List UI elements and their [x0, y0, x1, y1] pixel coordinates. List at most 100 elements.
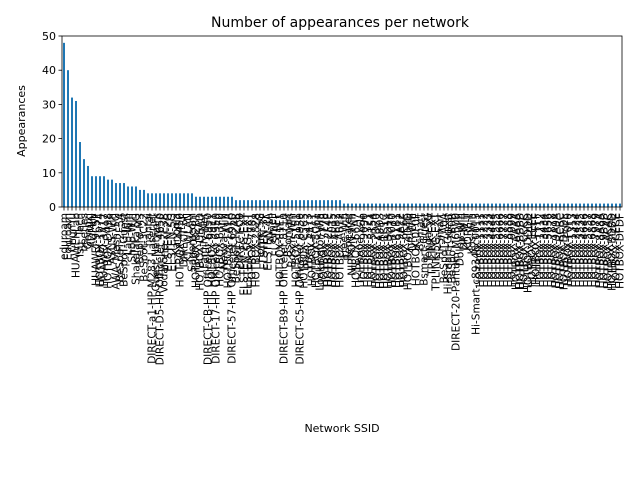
- x-tick-label: HOTBOX-3321: [363, 213, 375, 287]
- y-axis: 0 10 20 30 40 50: [42, 30, 62, 214]
- x-tick-label: HOTBOX-4EB2: [331, 213, 343, 288]
- bar: [379, 203, 381, 207]
- bar: [319, 200, 321, 207]
- x-tick-label: Lookingfor-Wifi: [315, 213, 327, 291]
- bar: [375, 203, 377, 207]
- bar: [115, 183, 117, 207]
- bar: [355, 203, 357, 207]
- bar: [199, 196, 201, 207]
- bar: [451, 203, 453, 207]
- x-tick-label: ELSTEN-5G-EXT: [243, 212, 255, 295]
- y-axis-label: Appearances: [15, 85, 28, 157]
- x-tick-label: BeSpoT-Guest: [119, 213, 131, 287]
- plot-frame: [61, 35, 623, 208]
- bar: [395, 203, 397, 207]
- bar: [503, 203, 505, 207]
- x-tick-label: ELSTEN-2G-EXT: [239, 212, 251, 295]
- bar: [207, 196, 209, 207]
- x-tick-label: HUAWEI-3A17: [99, 213, 111, 286]
- y-tick-label: 50: [42, 30, 56, 43]
- x-tick-label: HOTBOX-1212: [535, 213, 547, 287]
- x-tick-label: BeSpoT-2F5A: [115, 212, 127, 282]
- x-tick-label: HOTBOX-2222: [479, 213, 491, 287]
- x-tick-label: HOTBOX-9999: [507, 213, 519, 287]
- x-tick-label: HOTBOX-0F0F: [411, 213, 423, 286]
- x-tick-label: TPLINK-5G-EXT: [431, 212, 443, 291]
- x-tick-label: HOTBOX-7070: [387, 213, 399, 287]
- bar: [155, 193, 157, 207]
- bar: [283, 200, 285, 207]
- x-tick-label: Eduroam: [63, 213, 75, 260]
- bar: [611, 203, 613, 207]
- bar: [347, 203, 349, 207]
- x-tick-label: HOTBOX-3333: [483, 213, 495, 287]
- x-tick-label: Shop-Wifi: [127, 213, 139, 262]
- x-tick-label: eduroam: [59, 213, 71, 260]
- x-tick-label: HOTBOX-C5C5: [299, 213, 311, 289]
- x-tick-label: HOTBOX-9090: [359, 213, 371, 287]
- x-tick-label: DIRECT-5F: [179, 213, 191, 267]
- bar: [307, 200, 309, 207]
- bar: [167, 193, 169, 207]
- bar: [203, 196, 205, 207]
- bar: [535, 203, 537, 207]
- bar: [71, 97, 73, 207]
- x-tick-label: AWA_Mesh_5G: [111, 213, 123, 290]
- x-tick-label: HOTBOX-4D4D: [403, 213, 415, 290]
- x-tick-label: HOTBOX-5154: [367, 213, 379, 288]
- bar: [295, 200, 297, 207]
- bar: [95, 176, 97, 207]
- x-tick-label: Bosch-Wifi: [287, 213, 299, 268]
- bar: [531, 203, 533, 207]
- bar: [171, 193, 173, 207]
- bar: [247, 200, 249, 207]
- x-tick-label: BeSpoT-7A0A: [439, 212, 451, 283]
- bar: [107, 179, 109, 207]
- bar: [267, 200, 269, 207]
- bar: [335, 200, 337, 207]
- x-tick-label: HOTBOX-63F0: [215, 213, 227, 287]
- x-tick-label: DIRECT-CB-HP OfficeJet 6950: [203, 213, 215, 365]
- bar: [111, 179, 113, 207]
- x-tick-label: HOTBOX-F0F0: [563, 213, 575, 286]
- x-tick-label: FLSTAFF: [271, 213, 283, 256]
- y-tick-label: 30: [42, 98, 56, 111]
- x-tick-label: DIRECT-C5-HP OfficeJet 6950: [295, 213, 307, 364]
- x-tick-label: DR-Wifi: [407, 213, 419, 251]
- x-tick-label: HOTBOX-7781: [247, 213, 259, 287]
- x-axis-label: Network SSID: [304, 422, 379, 435]
- bar: [211, 196, 213, 207]
- bar: [615, 203, 617, 207]
- bar: [179, 193, 181, 207]
- bar: [123, 183, 125, 207]
- x-tick-label: Neuva-Wifi: [219, 213, 231, 270]
- x-tick-label: Tenda-5G: [423, 213, 435, 263]
- bar: [235, 200, 237, 207]
- x-tick-label: DIRECT-20-Pantum M6500: [451, 213, 463, 351]
- bar: [131, 186, 133, 207]
- bar: [447, 203, 449, 207]
- bar: [215, 196, 217, 207]
- bar: [243, 200, 245, 207]
- bar: [459, 203, 461, 207]
- x-tick-label: HUAWEI-9C5F: [91, 213, 103, 286]
- x-tick-label: HOTBOX-9B9B: [599, 213, 611, 288]
- x-tick-label: BeSpot-3C22: [139, 213, 151, 282]
- bar: [619, 203, 621, 207]
- x-tick-label: HOTBOX-E1E1: [275, 213, 287, 287]
- bar: [515, 203, 517, 207]
- bar: [467, 203, 469, 207]
- y-tick-label: 0: [49, 201, 56, 214]
- x-tick-label: HOTBOX-1074: [95, 213, 107, 288]
- x-tick-label: HOTBOX-A812: [335, 213, 347, 288]
- x-tick-label: DIRECT-C0: [235, 213, 247, 269]
- bar: [579, 203, 581, 207]
- bar: [299, 200, 301, 207]
- bar: [523, 203, 525, 207]
- x-tick-label: Pixel_5473: [303, 213, 315, 269]
- bar: [151, 193, 153, 207]
- bar: [119, 183, 121, 207]
- x-tick-label: HOTBOX-DFDF: [615, 213, 627, 289]
- bar: [431, 203, 433, 207]
